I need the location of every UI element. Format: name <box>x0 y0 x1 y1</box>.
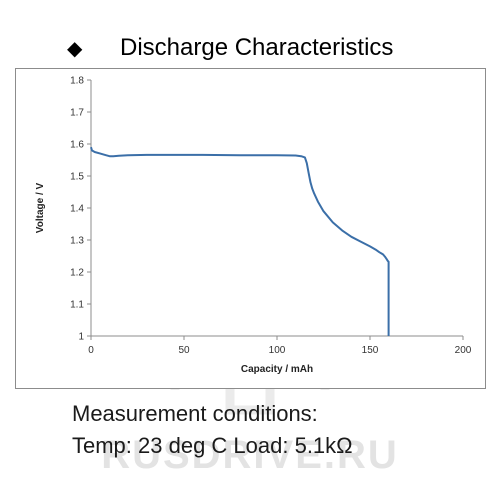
conditions-values: Temp: 23 deg C Load: 5.1kΩ <box>72 433 353 458</box>
y-tick-label: 1.4 <box>70 204 84 215</box>
x-tick-label: 150 <box>362 345 379 356</box>
y-tick-label: 1.7 <box>70 108 84 119</box>
chart-series <box>90 146 390 336</box>
y-axis-label: Voltage / V <box>35 182 46 233</box>
y-tick-label: 1.6 <box>70 140 84 151</box>
diamond-bullet-icon: ◆ <box>67 38 83 60</box>
conditions-heading: Measurement conditions: <box>72 401 318 426</box>
y-tick-label: 1 <box>78 332 84 343</box>
discharge-curve-line <box>90 146 390 336</box>
chart-ticks: 1 1.1 1.2 1.3 1.4 1.5 1.6 1.7 1.8 0 50 100 150 200 <box>70 76 472 357</box>
chart-frame <box>15 68 486 389</box>
x-tick-label: 100 <box>269 345 286 356</box>
y-tick-label: 1.2 <box>70 268 84 279</box>
y-tick-label: 1.8 <box>70 76 84 87</box>
x-axis-label: Capacity / mAh <box>241 364 313 375</box>
x-tick-label: 0 <box>88 345 94 356</box>
y-tick-label: 1.5 <box>70 172 84 183</box>
x-tick-label: 200 <box>455 345 472 356</box>
discharge-chart: 1 1.1 1.2 1.3 1.4 1.5 1.6 1.7 1.8 0 50 100 150 200 Ca… <box>15 68 486 389</box>
y-tick-label: 1.1 <box>70 300 84 311</box>
x-tick-label: 50 <box>178 345 190 356</box>
measurement-conditions: Measurement conditions: Temp: 23 deg C L… <box>72 398 492 462</box>
y-tick-label: 1.3 <box>70 236 84 247</box>
page-title: Discharge Characteristics <box>120 34 394 61</box>
header: ◆ Discharge Characteristics <box>0 34 500 66</box>
chart-container: 1 1.1 1.2 1.3 1.4 1.5 1.6 1.7 1.8 0 50 100 150 200 Ca… <box>15 68 486 389</box>
